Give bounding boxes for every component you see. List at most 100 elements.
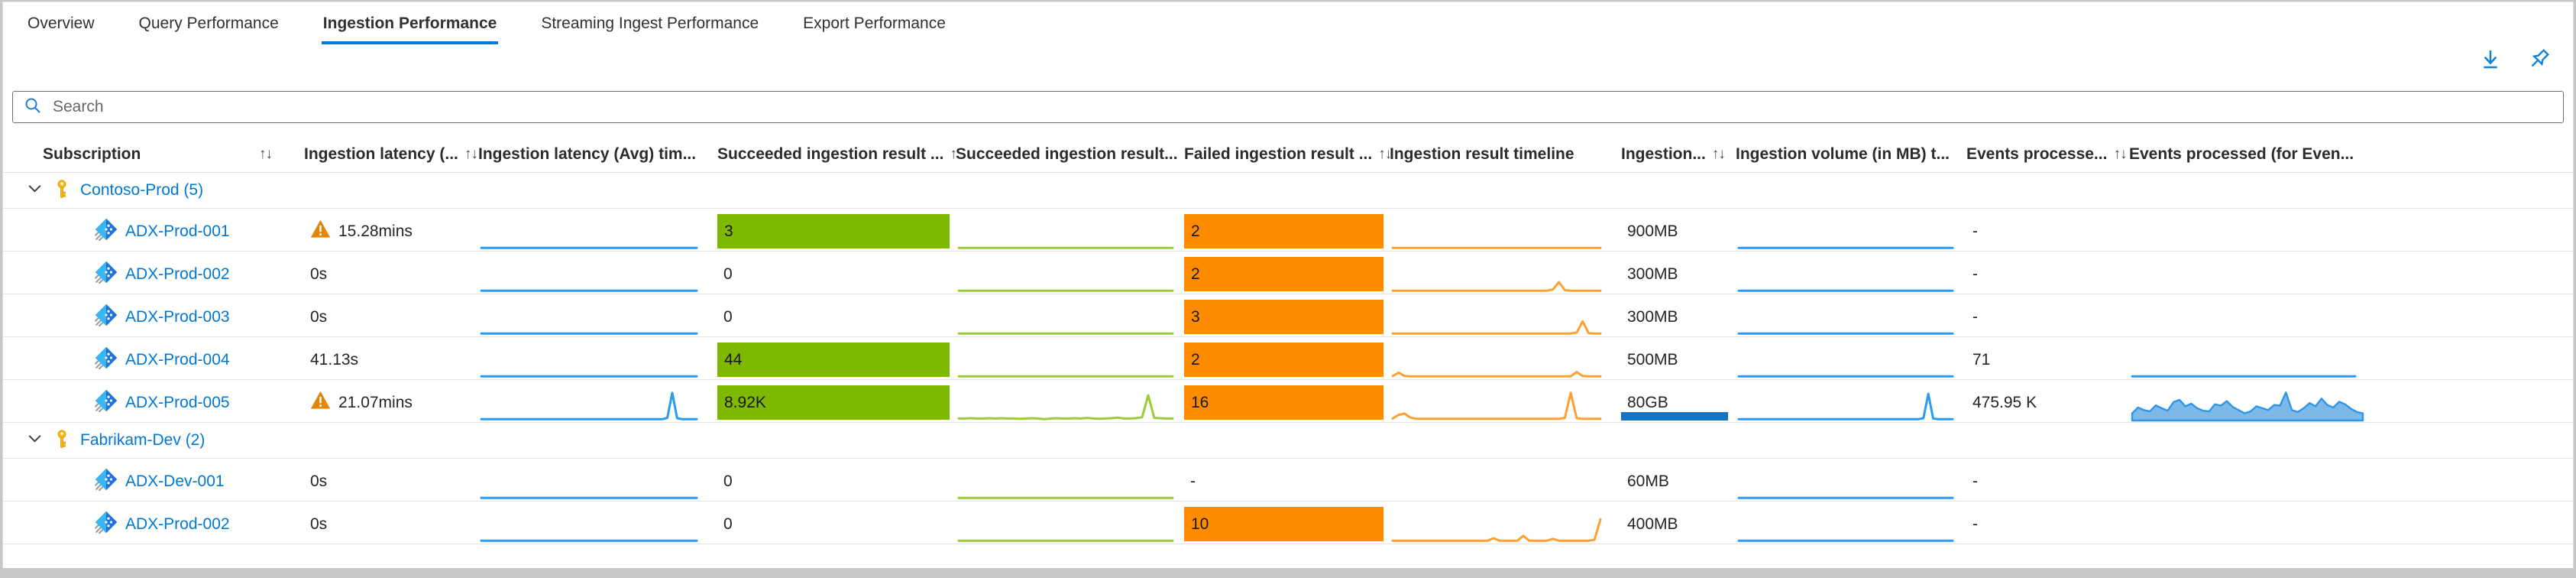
cluster-link[interactable]: ADX-Dev-001 (125, 472, 225, 490)
succeeded-count: 0 (717, 503, 956, 545)
column-header[interactable]: Events processe... ↑↓ (1966, 145, 2129, 164)
latency-cell: 0s (304, 472, 478, 491)
value-label: - (1972, 265, 1978, 283)
volume-value: 500MB (1627, 350, 1678, 369)
subscription-key-icon (53, 429, 71, 452)
latency-value: 0s (310, 515, 328, 533)
column-header[interactable]: Ingestion latency (... ↑↓ (304, 145, 478, 164)
column-header[interactable]: Succeeded ingestion result ... ↑↓ (717, 145, 956, 164)
volume-cell: 300MB (1621, 253, 1736, 295)
group-row[interactable]: Contoso-Prod (5) (3, 172, 2573, 208)
volume-cell: 300MB (1621, 296, 1736, 338)
latency-timeline (478, 209, 717, 254)
column-header-label: Ingestion volume (in MB) t... (1736, 145, 1950, 163)
column-header[interactable]: Ingestion volume (in MB) t... (1736, 145, 1966, 164)
value-bar: 2 (1184, 257, 1383, 291)
events-count: - (1966, 253, 2129, 295)
latency-value: 21.07mins (338, 393, 413, 411)
tab-export-performance[interactable]: Export Performance (803, 15, 946, 32)
value-label: 0 (723, 265, 733, 283)
tab-ingestion-performance[interactable]: Ingestion Performance (321, 8, 499, 44)
value-bar: 8.92K (717, 385, 950, 420)
search-box[interactable] (12, 91, 2564, 123)
latency-cell: 0s (304, 265, 478, 284)
sort-icon[interactable]: ↑↓ (1378, 146, 1390, 162)
value-bar-label: 2 (1191, 265, 1200, 283)
column-header[interactable]: Ingestion latency (Avg) tim... (478, 145, 717, 164)
result-timeline (1390, 380, 1621, 425)
column-header[interactable]: Ingestion result timeline (1390, 145, 1621, 164)
sort-icon[interactable]: ↑↓ (950, 146, 956, 162)
succeeded-timeline (956, 209, 1184, 254)
value-label: 0 (723, 307, 733, 326)
cluster-cell: ADX-Prod-001 (20, 218, 304, 245)
result-timeline (1390, 459, 1621, 504)
column-header-label: Ingestion latency (Avg) tim... (478, 145, 697, 163)
value-bar: 10 (1184, 507, 1383, 541)
cluster-link[interactable]: ADX-Prod-002 (125, 265, 230, 283)
volume-cell: 500MB (1621, 339, 1736, 381)
column-header[interactable]: Succeeded ingestion result... (956, 145, 1184, 164)
search-input[interactable] (51, 97, 2563, 117)
table-row: ADX-Prod-002 0s 0 2 300MB - (3, 251, 2573, 294)
cluster-link[interactable]: ADX-Prod-004 (125, 350, 230, 369)
cluster-link[interactable]: ADX-Prod-002 (125, 515, 230, 533)
latency-cell: 41.13s (304, 351, 478, 369)
events-count: 71 (1966, 339, 2129, 381)
tab-query-performance[interactable]: Query Performance (138, 15, 279, 32)
tab-overview[interactable]: Overview (28, 15, 95, 32)
volume-timeline (1736, 294, 1966, 339)
events-count: 475.95 K (1966, 382, 2129, 424)
volume-timeline (1736, 337, 1966, 382)
sort-icon[interactable]: ↑↓ (1711, 146, 1726, 162)
value-bar-label: 10 (1191, 515, 1209, 533)
value-label: - (1972, 515, 1978, 533)
column-header[interactable]: Ingestion... ↑↓ (1621, 145, 1736, 164)
value-bar: 2 (1184, 343, 1383, 377)
sort-icon[interactable]: ↑↓ (464, 146, 478, 162)
latency-timeline (478, 337, 717, 382)
cluster-link[interactable]: ADX-Prod-001 (125, 222, 230, 240)
chevron-down-icon[interactable] (26, 180, 44, 201)
pin-icon[interactable] (2526, 47, 2552, 73)
value-label: - (1972, 307, 1978, 326)
value-label: - (1972, 222, 1978, 240)
sort-icon[interactable]: ↑↓ (259, 146, 273, 162)
latency-value: 41.13s (310, 350, 359, 369)
group-label[interactable]: Contoso-Prod (5) (80, 181, 204, 199)
table-header: Subscription ↑↓ Ingestion latency (... ↑↓ In… (3, 137, 2573, 172)
group-label[interactable]: Fabrikam-Dev (2) (80, 431, 205, 449)
succeeded-count: 8.92K (717, 382, 956, 424)
volume-timeline (1736, 380, 1966, 425)
failed-count: 2 (1184, 210, 1390, 252)
column-header[interactable]: Failed ingestion result ... ↑↓ (1184, 145, 1390, 164)
sort-icon[interactable]: ↑↓ (2113, 146, 2127, 162)
cluster-cell: ADX-Prod-002 (20, 261, 304, 288)
events-timeline (2129, 252, 2387, 297)
column-header[interactable]: Subscription ↑↓ (20, 145, 304, 164)
cluster-link[interactable]: ADX-Prod-005 (125, 393, 230, 411)
volume-value: 900MB (1627, 222, 1678, 240)
warning-icon (310, 390, 331, 415)
group-row[interactable]: Fabrikam-Dev (2) (3, 422, 2573, 458)
column-header-label: Ingestion... (1621, 145, 1706, 163)
table-row: ADX-Dev-001 0s 0 - 60MB - (3, 458, 2573, 501)
cluster-link[interactable]: ADX-Prod-003 (125, 307, 230, 326)
tab-streaming-ingest-performance[interactable]: Streaming Ingest Performance (541, 15, 759, 32)
events-count: - (1966, 296, 2129, 338)
table-row: ADX-Prod-004 41.13s 44 2 500MB 71 (3, 336, 2573, 379)
events-timeline (2129, 209, 2387, 254)
value-label: 71 (1972, 350, 1991, 369)
latency-timeline (478, 459, 717, 504)
volume-value: 300MB (1627, 307, 1678, 326)
adx-cluster-icon (95, 346, 118, 374)
download-icon[interactable] (2478, 47, 2503, 73)
latency-value: 0s (310, 265, 328, 283)
column-header-label: Ingestion result timeline (1390, 145, 1574, 163)
latency-timeline (478, 502, 717, 547)
column-header[interactable]: Events processed (for Even... (2129, 145, 2387, 164)
chevron-down-icon[interactable] (26, 430, 44, 451)
events-timeline (2129, 337, 2387, 382)
latency-value: 15.28mins (338, 222, 413, 240)
latency-timeline (478, 380, 717, 425)
